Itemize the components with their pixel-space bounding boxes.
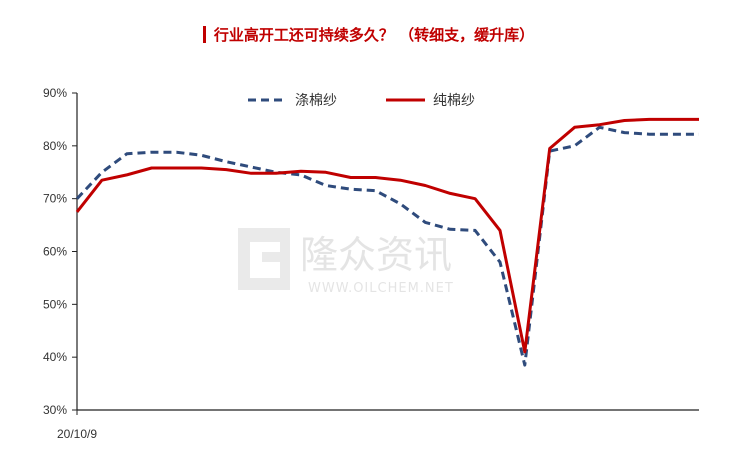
legend-label-pure-cotton: 纯棉纱: [433, 92, 475, 109]
y-tick-label: 50%: [43, 297, 67, 311]
chart-title-wrap: 行业高开工还可持续多久？ （转细支，缓升库）: [0, 24, 737, 45]
y-tick-label: 70%: [43, 192, 67, 206]
title-accent-bar: [202, 26, 206, 43]
series-line-pure-cotton: [75, 117, 699, 354]
watermark: 隆众资讯 WWW.OILCHEM.NET: [238, 228, 454, 296]
legend: 涤棉纱 纯棉纱: [248, 92, 475, 109]
y-tick-label: 60%: [43, 245, 67, 259]
y-tick-label: 30%: [43, 403, 67, 417]
series-lines: [75, 117, 699, 367]
watermark-logo-icon: [238, 228, 290, 290]
y-tick-label: 80%: [43, 139, 67, 153]
y-tick-label: 90%: [43, 86, 67, 100]
y-ticks: 30% 40% 50% 60% 70% 80% 90%: [43, 86, 77, 417]
watermark-name: 隆众资讯: [300, 233, 452, 277]
watermark-site: WWW.OILCHEM.NET: [308, 281, 454, 296]
chart-title: 行业高开工还可持续多久？ （转细支，缓升库）: [213, 26, 535, 44]
legend-label-polyester-cotton: 涤棉纱: [295, 92, 337, 109]
x-tick-label: 20/10/9: [57, 427, 97, 441]
y-tick-label: 40%: [43, 350, 67, 364]
x-ticks: 20/10/9: [57, 410, 97, 441]
series-line-polyester-cotton: [75, 125, 699, 367]
